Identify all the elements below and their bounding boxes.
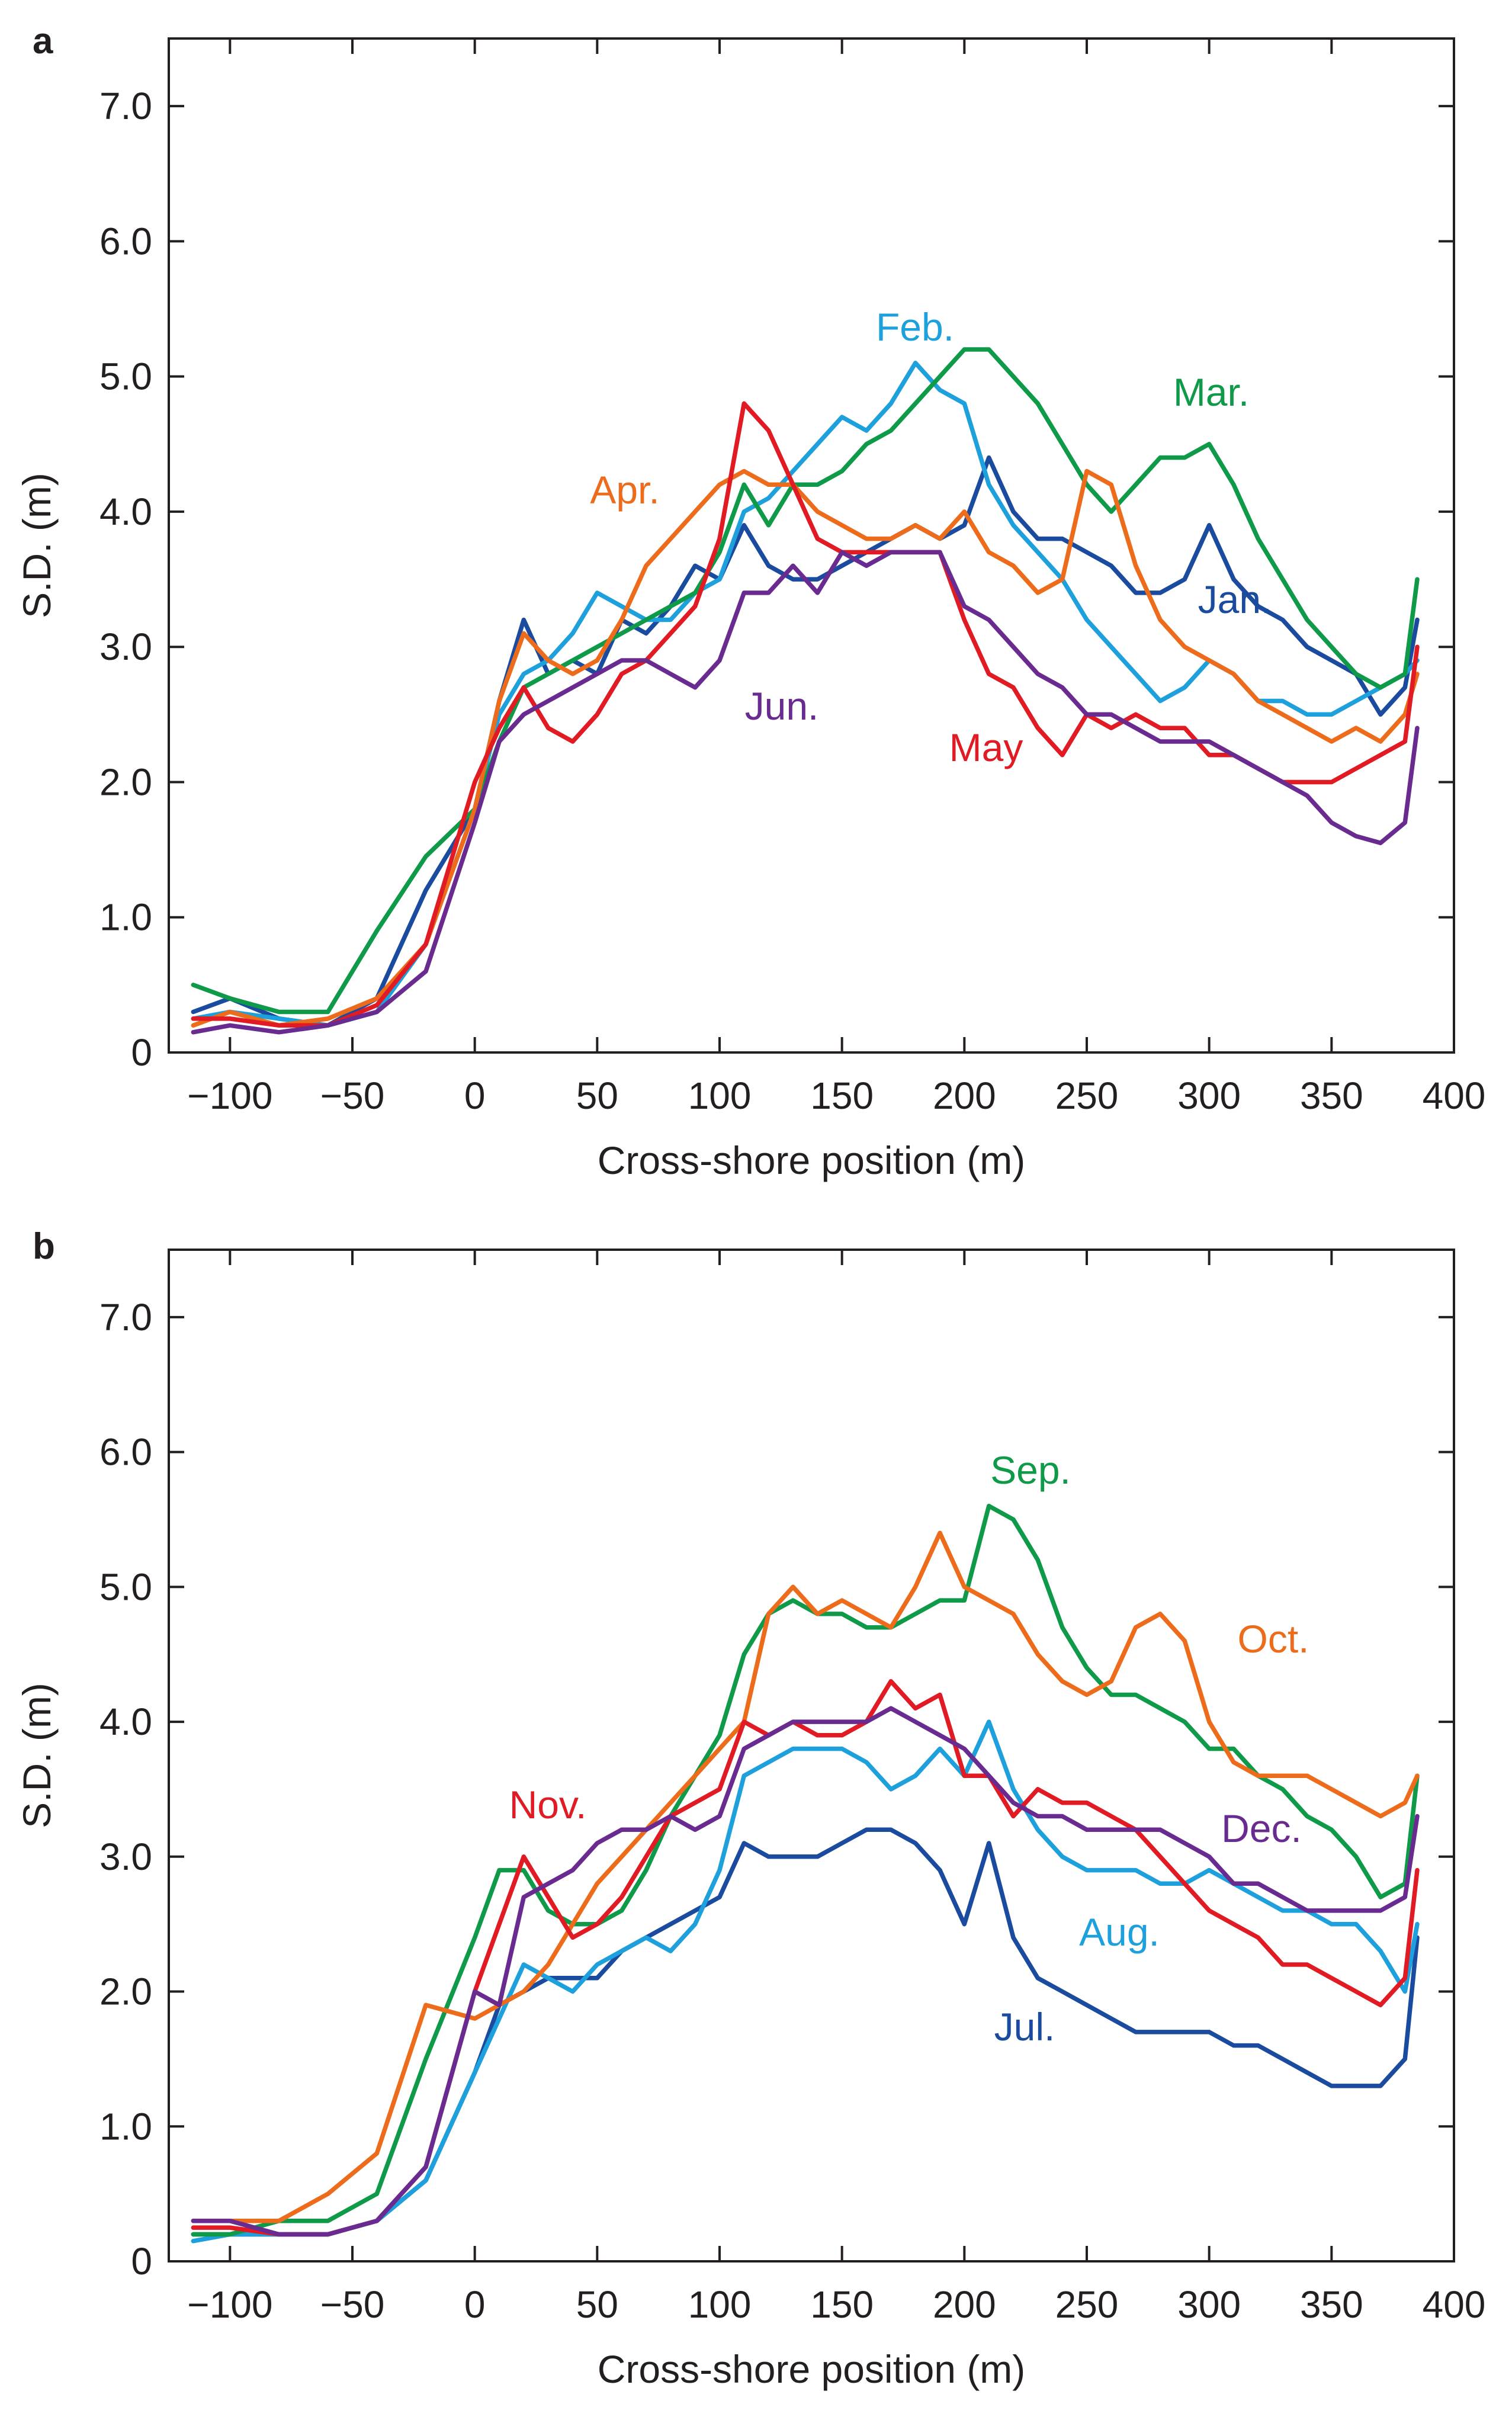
series-label-jul: Jul. bbox=[994, 2005, 1055, 2049]
series-label-jun: Jun. bbox=[745, 684, 819, 728]
x-tick-label: 200 bbox=[933, 1074, 996, 1117]
y-tick-label: 4.0 bbox=[99, 490, 152, 533]
series-line-jul bbox=[191, 1827, 1420, 2237]
series-line-oct bbox=[191, 1530, 1420, 2223]
y-tick-label: 5.0 bbox=[99, 355, 152, 398]
x-tick-label: 50 bbox=[576, 1074, 618, 1117]
plot-frame bbox=[168, 37, 1455, 1054]
y-tick-label: 1.0 bbox=[99, 896, 152, 939]
x-tick-label: 350 bbox=[1300, 1074, 1363, 1117]
x-tick-label: 350 bbox=[1300, 2283, 1363, 2326]
x-axis-label: Cross-shore position (m) bbox=[598, 2347, 1026, 2391]
x-tick-label: −50 bbox=[320, 2283, 385, 2326]
series-line-aug bbox=[191, 1719, 1420, 2244]
y-tick-label: 3.0 bbox=[99, 625, 152, 668]
series-label-oct: Oct. bbox=[1237, 1617, 1309, 1661]
x-tick-label: 0 bbox=[464, 1074, 486, 1117]
series-label-jan: Jan. bbox=[1198, 577, 1272, 621]
panel-letter: b bbox=[33, 1226, 55, 1267]
panel-letter: a bbox=[33, 21, 53, 62]
x-tick-label: 100 bbox=[688, 1074, 752, 1117]
x-tick-label: 50 bbox=[576, 2283, 618, 2326]
x-tick-label: 150 bbox=[810, 2283, 874, 2326]
series-line-nov bbox=[191, 1679, 1420, 2237]
y-tick-label: 2.0 bbox=[99, 1971, 152, 2013]
series-line-sep bbox=[191, 1503, 1420, 2237]
series-line-dec bbox=[191, 1706, 1420, 2237]
series-label-sep: Sep. bbox=[990, 1448, 1071, 1492]
y-tick-label: 0 bbox=[131, 1031, 152, 1074]
x-tick-label: 100 bbox=[688, 2283, 752, 2326]
series-label-dec: Dec. bbox=[1221, 1806, 1302, 1850]
series-label-apr: Apr. bbox=[590, 468, 659, 512]
x-axis-label: Cross-shore position (m) bbox=[598, 1138, 1026, 1182]
y-tick-label: 2.0 bbox=[99, 760, 152, 803]
x-tick-label: 400 bbox=[1423, 1074, 1486, 1117]
y-tick-label: 5.0 bbox=[99, 1565, 152, 1608]
series-label-feb: Feb. bbox=[876, 305, 954, 349]
x-tick-label: 250 bbox=[1055, 2283, 1119, 2326]
series-label-may: May bbox=[949, 726, 1023, 769]
series-line-mar bbox=[191, 347, 1420, 1015]
y-tick-label: 7.0 bbox=[99, 85, 152, 127]
y-tick-label: 6.0 bbox=[99, 220, 152, 262]
y-tick-label: 3.0 bbox=[99, 1835, 152, 1878]
x-tick-label: 300 bbox=[1177, 2283, 1241, 2326]
x-tick-label: 300 bbox=[1177, 1074, 1241, 1117]
series-line-jan bbox=[191, 455, 1420, 1028]
y-tick-label: 6.0 bbox=[99, 1431, 152, 1474]
y-tick-label: 1.0 bbox=[99, 2105, 152, 2148]
x-tick-label: 0 bbox=[464, 2283, 486, 2326]
plot-frame bbox=[168, 1249, 1455, 2262]
x-tick-label: 250 bbox=[1055, 1074, 1119, 1117]
y-tick-label: 4.0 bbox=[99, 1700, 152, 1743]
series-label-nov: Nov. bbox=[509, 1783, 587, 1827]
x-tick-label: −50 bbox=[320, 1074, 385, 1117]
y-axis-label: S.D. (m) bbox=[15, 1683, 59, 1828]
y-tick-label: 0 bbox=[131, 2240, 152, 2283]
y-tick-label: 7.0 bbox=[99, 1296, 152, 1339]
series-label-mar: Mar. bbox=[1173, 370, 1249, 414]
x-tick-label: −100 bbox=[187, 1074, 272, 1117]
series-line-apr bbox=[191, 468, 1420, 1028]
x-tick-label: 400 bbox=[1423, 2283, 1486, 2326]
y-axis-label: S.D. (m) bbox=[15, 473, 59, 618]
x-tick-label: 150 bbox=[810, 1074, 874, 1117]
panel-a: a −100 −50 0 50 100 150 200 250 300 350 400 0 1.0 2.0 3… bbox=[15, 21, 1485, 1182]
x-tick-label: 200 bbox=[933, 2283, 996, 2326]
x-tick-label: −100 bbox=[187, 2283, 272, 2326]
panel-b: b −100 −50 0 50 100 150 200 250 300 350 400 0 1.0 2.0 3… bbox=[15, 1226, 1485, 2391]
series-label-aug: Aug. bbox=[1079, 1910, 1160, 1954]
series-line-jun bbox=[191, 550, 1420, 1035]
